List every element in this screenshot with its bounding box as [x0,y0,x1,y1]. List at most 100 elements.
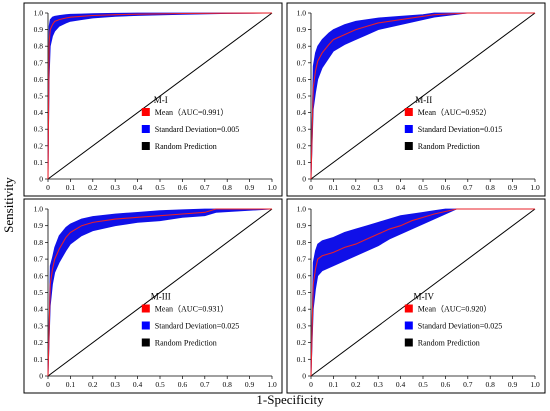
x-tick-label: 0.2 [351,380,361,389]
x-tick-label: 0.1 [66,183,76,192]
x-tick-label: 0.6 [441,380,451,389]
x-tick-label: 0.6 [178,183,188,192]
y-tick-label: 0.1 [297,355,307,364]
roc-panel-2: 0 0.1 0.2 0.3 0.4 0.5 0.6 0.7 0.8 0.9 1.0 0 0.1 0.2 0.… [286,2,546,197]
y-tick-label: 0 [39,175,43,184]
legend-entry: Random Prediction [155,339,217,348]
random-prediction-line [310,12,536,180]
legend-mean-swatch [141,304,150,313]
y-tick-label: 1.0 [34,9,44,18]
mean-roc-line [310,12,535,180]
x-tick-label: 0.9 [245,183,255,192]
x-tick-label: 0.3 [374,380,384,389]
x-tick-label: 0.5 [418,183,428,192]
x-tick-label: 0.4 [396,380,406,389]
x-tick-label: 0.1 [329,183,339,192]
legend-entry: Random Prediction [418,142,480,151]
y-tick-label: 0.4 [297,305,307,314]
y-tick-label: 0.2 [34,338,44,347]
x-tick-label: 0.6 [441,183,451,192]
x-tick-label: 0.7 [463,183,473,192]
y-tick-label: 0.1 [34,158,44,167]
legend-entry: Random Prediction [155,142,217,151]
x-tick-label: 0.2 [88,380,98,389]
roc-panel-3: 0 0.1 0.2 0.3 0.4 0.5 0.6 0.7 0.8 0.9 1.0 0 0.1 0.2 0.… [23,198,283,394]
std-band [310,12,535,180]
x-tick-label: 0.5 [418,380,428,389]
y-tick-label: 0.2 [297,338,307,347]
y-tick-label: 1.0 [297,205,307,214]
x-tick-label: 0.8 [223,183,233,192]
x-tick-label: 0.1 [329,380,339,389]
x-tick-label: 0.3 [111,183,121,192]
x-tick-label: 0.1 [66,380,76,389]
x-tick-label: 0.3 [111,380,121,389]
x-tick-label: 0.2 [88,183,98,192]
legend-entry: Mean（AUC=0.920） [418,305,492,314]
x-tick-label: 0.4 [396,183,406,192]
y-tick-label: 0.9 [34,25,44,34]
x-tick-label: 1.0 [530,183,540,192]
x-tick-label: 0.7 [200,183,210,192]
y-tick-label: 0.5 [34,288,44,297]
y-tick-label: 1.0 [34,205,44,214]
y-tick-label: 0.8 [297,42,307,51]
x-tick-label: 0.7 [463,380,473,389]
x-tick-label: 0.6 [178,380,188,389]
y-tick-label: 0.5 [34,92,44,101]
legend-std-swatch [404,125,413,133]
x-tick-label: 0.8 [486,183,496,192]
x-tick-label: 0.4 [133,380,143,389]
x-tick-label: 0.4 [133,183,143,192]
figure-ylabel: Sensitivity [1,177,16,233]
legend-entry: Standard Deviation=0.015 [418,125,503,134]
y-tick-label: 0 [302,175,306,184]
legend-entry: Mean（AUC=0.952） [418,108,492,117]
y-tick-label: 0.8 [34,238,44,247]
x-tick-label: 0 [309,183,313,192]
panel-label: M-II [415,95,432,105]
y-tick-label: 0.7 [34,255,44,264]
y-tick-label: 0 [302,372,306,381]
y-tick-label: 0.9 [297,221,307,230]
y-tick-label: 0.6 [34,271,44,280]
legend-std-swatch [404,321,413,330]
mean-roc-line [310,208,535,377]
legend-entry: Mean（AUC=0.931） [155,305,229,314]
legend-entry: Standard Deviation=0.025 [418,322,503,331]
figure-xlabel: 1-Specificity [256,392,324,407]
y-tick-label: 0.3 [297,125,307,134]
y-tick-label: 0.8 [297,238,307,247]
panel-label: M-III [151,292,171,302]
legend-entry: Standard Deviation=0.025 [155,322,240,331]
y-tick-label: 0.1 [34,355,44,364]
y-tick-label: 0.7 [297,255,307,264]
legend-std-swatch [141,321,150,330]
legend-entry: Random Prediction [418,339,480,348]
y-tick-label: 0.3 [34,321,44,330]
y-tick-label: 0.6 [297,75,307,84]
legend-mean-swatch [404,108,413,116]
legend-random-swatch [141,142,150,150]
legend-mean-swatch [141,108,150,116]
y-tick-label: 0.9 [34,221,44,230]
roc-panels: 0 0.1 0.2 0.3 0.4 0.5 0.6 0.7 0.8 0.9 1.0 0 0.1 0.2 0.… [23,2,546,394]
legend-mean-swatch [404,304,413,313]
mean-roc-line [47,208,272,377]
y-tick-label: 0.4 [297,108,307,117]
y-tick-label: 0.7 [297,58,307,67]
y-tick-label: 0.4 [34,108,44,117]
roc-panel-1: 0 0.1 0.2 0.3 0.4 0.5 0.6 0.7 0.8 0.9 1.0 0 0.1 0.2 0.… [23,2,283,197]
y-tick-label: 0.3 [297,321,307,330]
x-tick-label: 0.2 [351,183,361,192]
y-tick-label: 0.4 [34,305,44,314]
x-tick-label: 1.0 [530,380,540,389]
y-tick-label: 0.2 [34,141,44,150]
y-tick-label: 0.7 [34,58,44,67]
legend-entry: Mean（AUC=0.991） [155,108,229,117]
legend-random-swatch [141,338,150,347]
x-tick-label: 0.7 [200,380,210,389]
y-tick-label: 0 [39,372,43,381]
y-tick-label: 0.8 [34,42,44,51]
